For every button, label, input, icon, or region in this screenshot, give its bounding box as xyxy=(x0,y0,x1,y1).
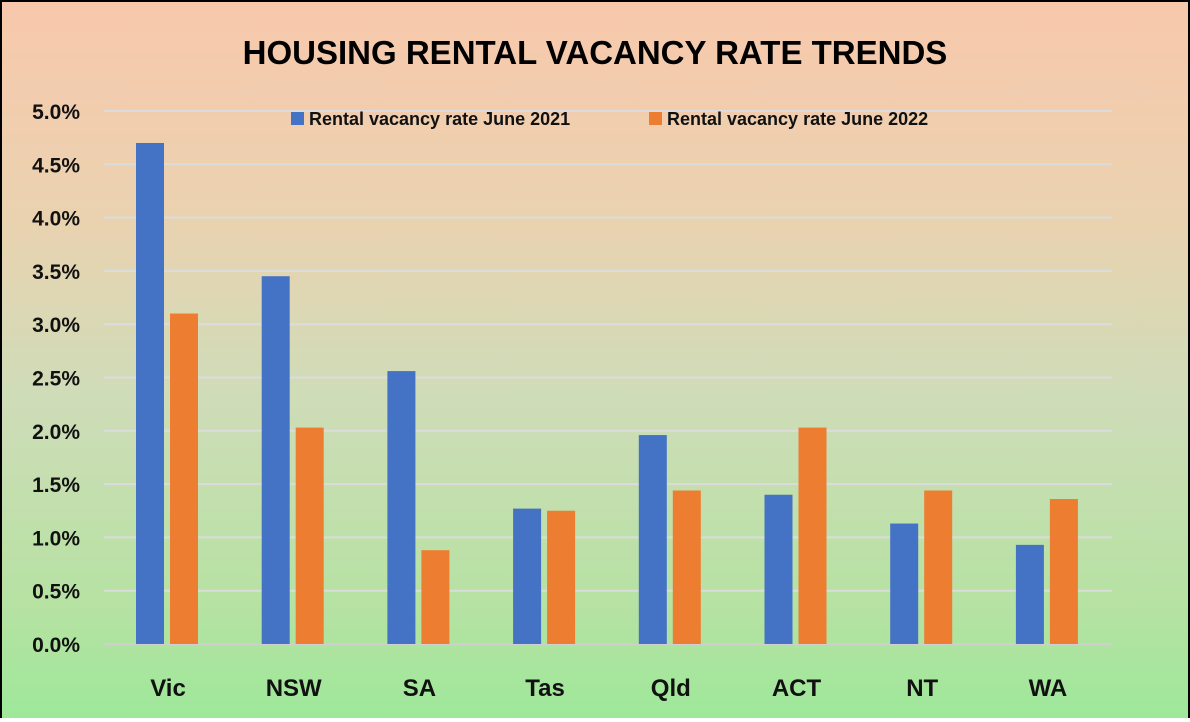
chart-title: HOUSING RENTAL VACANCY RATE TRENDS xyxy=(243,34,948,71)
bar-sa-2022 xyxy=(421,550,450,644)
legend: Rental vacancy rate June 2021 Rental vac… xyxy=(291,109,928,129)
bar-sa-2021 xyxy=(387,371,416,644)
legend-swatch-2022 xyxy=(649,112,662,125)
y-tick-label: 3.0% xyxy=(32,314,80,337)
y-tick-label: 4.5% xyxy=(32,154,80,177)
legend-swatch-2021 xyxy=(291,112,304,125)
y-tick-label: 4.0% xyxy=(32,208,80,231)
x-tick-label: Tas xyxy=(525,675,565,702)
y-tick-label: 2.5% xyxy=(32,368,80,391)
bar-nt-2022 xyxy=(924,490,953,644)
bar-wa-2022 xyxy=(1049,499,1078,644)
bar-tas-2021 xyxy=(513,508,542,644)
bar-act-2021 xyxy=(764,494,793,644)
x-tick-label: ACT xyxy=(772,675,822,702)
y-tick-label: 1.5% xyxy=(32,474,80,497)
bar-act-2022 xyxy=(798,427,827,644)
bar-qld-2022 xyxy=(672,490,701,644)
x-tick-label: WA xyxy=(1029,675,1068,702)
bar-vic-2021 xyxy=(136,142,164,645)
bar-wa-2021 xyxy=(1015,544,1044,644)
bar-vic-2022 xyxy=(170,313,198,644)
x-tick-label: NT xyxy=(906,675,938,702)
bar-nsw-2021 xyxy=(261,276,290,644)
y-tick-label: 0.0% xyxy=(32,634,80,657)
bar-nt-2021 xyxy=(890,523,919,644)
y-tick-label: 0.5% xyxy=(32,581,80,604)
bar-tas-2022 xyxy=(547,510,576,644)
legend-label-2021: Rental vacancy rate June 2021 xyxy=(309,109,570,129)
x-tick-label: NSW xyxy=(266,675,322,702)
x-tick-label: SA xyxy=(403,675,436,702)
y-tick-label: 3.5% xyxy=(32,261,80,284)
x-tick-label: Vic xyxy=(150,675,186,702)
y-tick-label: 5.0% xyxy=(32,101,80,124)
y-tick-label: 1.0% xyxy=(32,527,80,550)
y-tick-label: 2.0% xyxy=(32,421,80,444)
x-tick-label: Qld xyxy=(651,675,691,702)
bar-nsw-2022 xyxy=(295,427,324,644)
bar-qld-2021 xyxy=(638,435,667,644)
legend-label-2022: Rental vacancy rate June 2022 xyxy=(667,109,928,129)
